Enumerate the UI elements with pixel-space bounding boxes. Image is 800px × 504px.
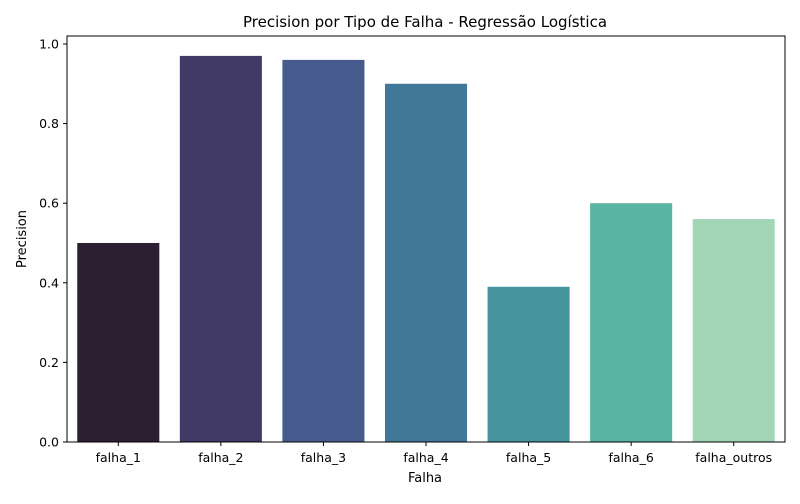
x-tick-label: falha_2 (198, 450, 243, 465)
bars-group (77, 55, 775, 442)
y-tick-label: 0.8 (39, 116, 59, 131)
y-tick-label: 0.0 (39, 435, 59, 450)
y-tick-label: 1.0 (39, 36, 59, 51)
x-axis-label: Falha (408, 471, 442, 486)
y-axis-ticks: 0.0 0.2 0.4 0.6 0.8 1.0 (39, 36, 67, 450)
x-tick-label: falha_1 (96, 450, 141, 465)
x-tick-label: falha_3 (301, 450, 346, 465)
bar-falha_2 (179, 55, 262, 442)
bar-falha_3 (282, 59, 365, 442)
y-tick-label: 0.4 (39, 275, 59, 290)
chart-title: Precision por Tipo de Falha - Regressão … (243, 13, 607, 31)
bar-falha_5 (487, 286, 570, 442)
bar-falha_outros (692, 219, 775, 442)
x-tick-label: falha_outros (695, 450, 772, 465)
x-axis-ticks: falha_1 falha_2 falha_3 falha_4 falha_5 falha… (96, 442, 772, 465)
x-tick-label: falha_4 (403, 450, 448, 465)
y-tick-label: 0.2 (39, 355, 59, 370)
y-tick-label: 0.6 (39, 196, 59, 211)
x-tick-label: falha_6 (608, 450, 653, 465)
bar-falha_1 (77, 242, 160, 442)
bar-falha_6 (590, 203, 673, 442)
bar-falha_4 (384, 83, 468, 442)
plot-frame (66, 35, 786, 443)
x-tick-label: falha_5 (506, 450, 551, 465)
y-axis-label: Precision (15, 210, 30, 268)
